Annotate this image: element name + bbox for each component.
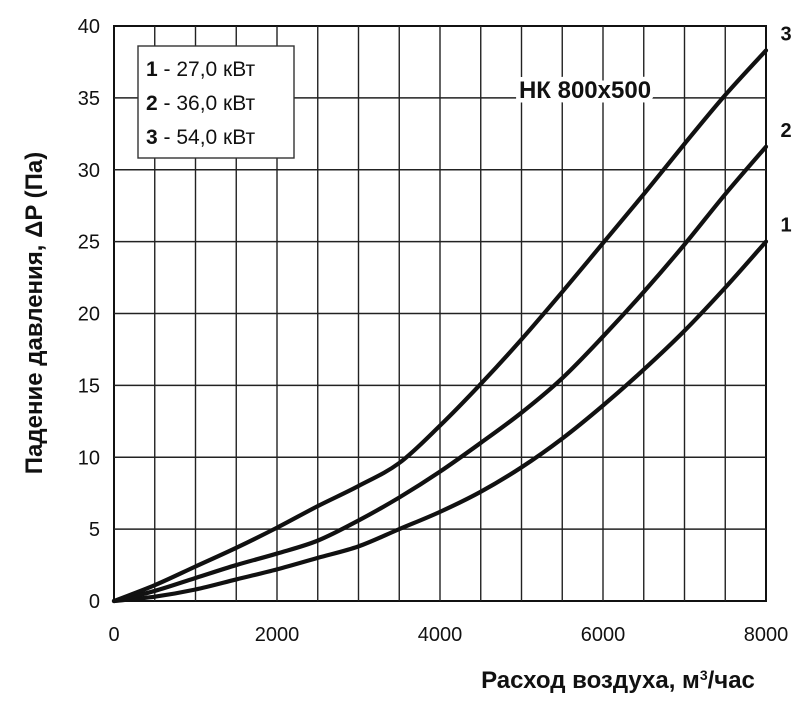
series-2-label: 2 [780, 120, 791, 142]
y-tick-label: 30 [78, 160, 100, 182]
y-tick-label: 0 [89, 591, 100, 613]
legend-entry-2: 2 - 36,0 кВт [146, 92, 256, 115]
series-2-line [111, 144, 769, 604]
y-tick-label: 35 [78, 88, 100, 110]
y-tick-label: 25 [78, 232, 100, 254]
x-axis-title: Расход воздуха, м3/час [481, 667, 755, 694]
legend-entry-3: 3 - 54,0 кВт [146, 126, 256, 149]
x-tick-label: 6000 [581, 624, 626, 646]
legend-entry-number: 3 [146, 126, 158, 149]
series-1-label: 1 [780, 215, 791, 237]
y-tick-label: 5 [89, 519, 100, 541]
legend-entry-number: 1 [146, 58, 158, 81]
curve-layer: 1 2 3 [111, 23, 792, 604]
legend-entry-number: 2 [146, 92, 158, 115]
y-tick-label: 10 [78, 447, 100, 469]
legend-entry-text: - 54,0 кВт [158, 126, 256, 149]
series-3-line [111, 48, 769, 604]
legend-box [137, 45, 295, 159]
chart-model-label: НК 800x500 [519, 77, 651, 104]
y-axis-title: Падение давления, ΔP (Па) [21, 152, 48, 474]
y-tick-label: 20 [78, 304, 100, 326]
x-axis-title-main: Расход воздуха, м [481, 667, 700, 694]
series-1-line [111, 239, 769, 604]
y-tick-label: 40 [78, 16, 100, 38]
x-tick-label: 2000 [255, 624, 300, 646]
y-tick-label: 15 [78, 375, 100, 397]
x-tick-label: 8000 [744, 624, 789, 646]
legend-entry-text: - 27,0 кВт [158, 58, 256, 81]
legend-entry-text: - 36,0 кВт [158, 92, 256, 115]
series-3-label: 3 [780, 23, 791, 45]
x-axis-title-tail: /час [708, 667, 755, 694]
tick-layer: 0 2000 4000 6000 8000 0 5 10 15 20 25 30 35 40 [78, 16, 789, 646]
x-tick-label: 4000 [418, 624, 463, 646]
legend-entry-1: 1 - 27,0 кВт [146, 58, 256, 81]
x-tick-label: 0 [108, 624, 119, 646]
x-axis-title-sup: 3 [700, 667, 708, 683]
